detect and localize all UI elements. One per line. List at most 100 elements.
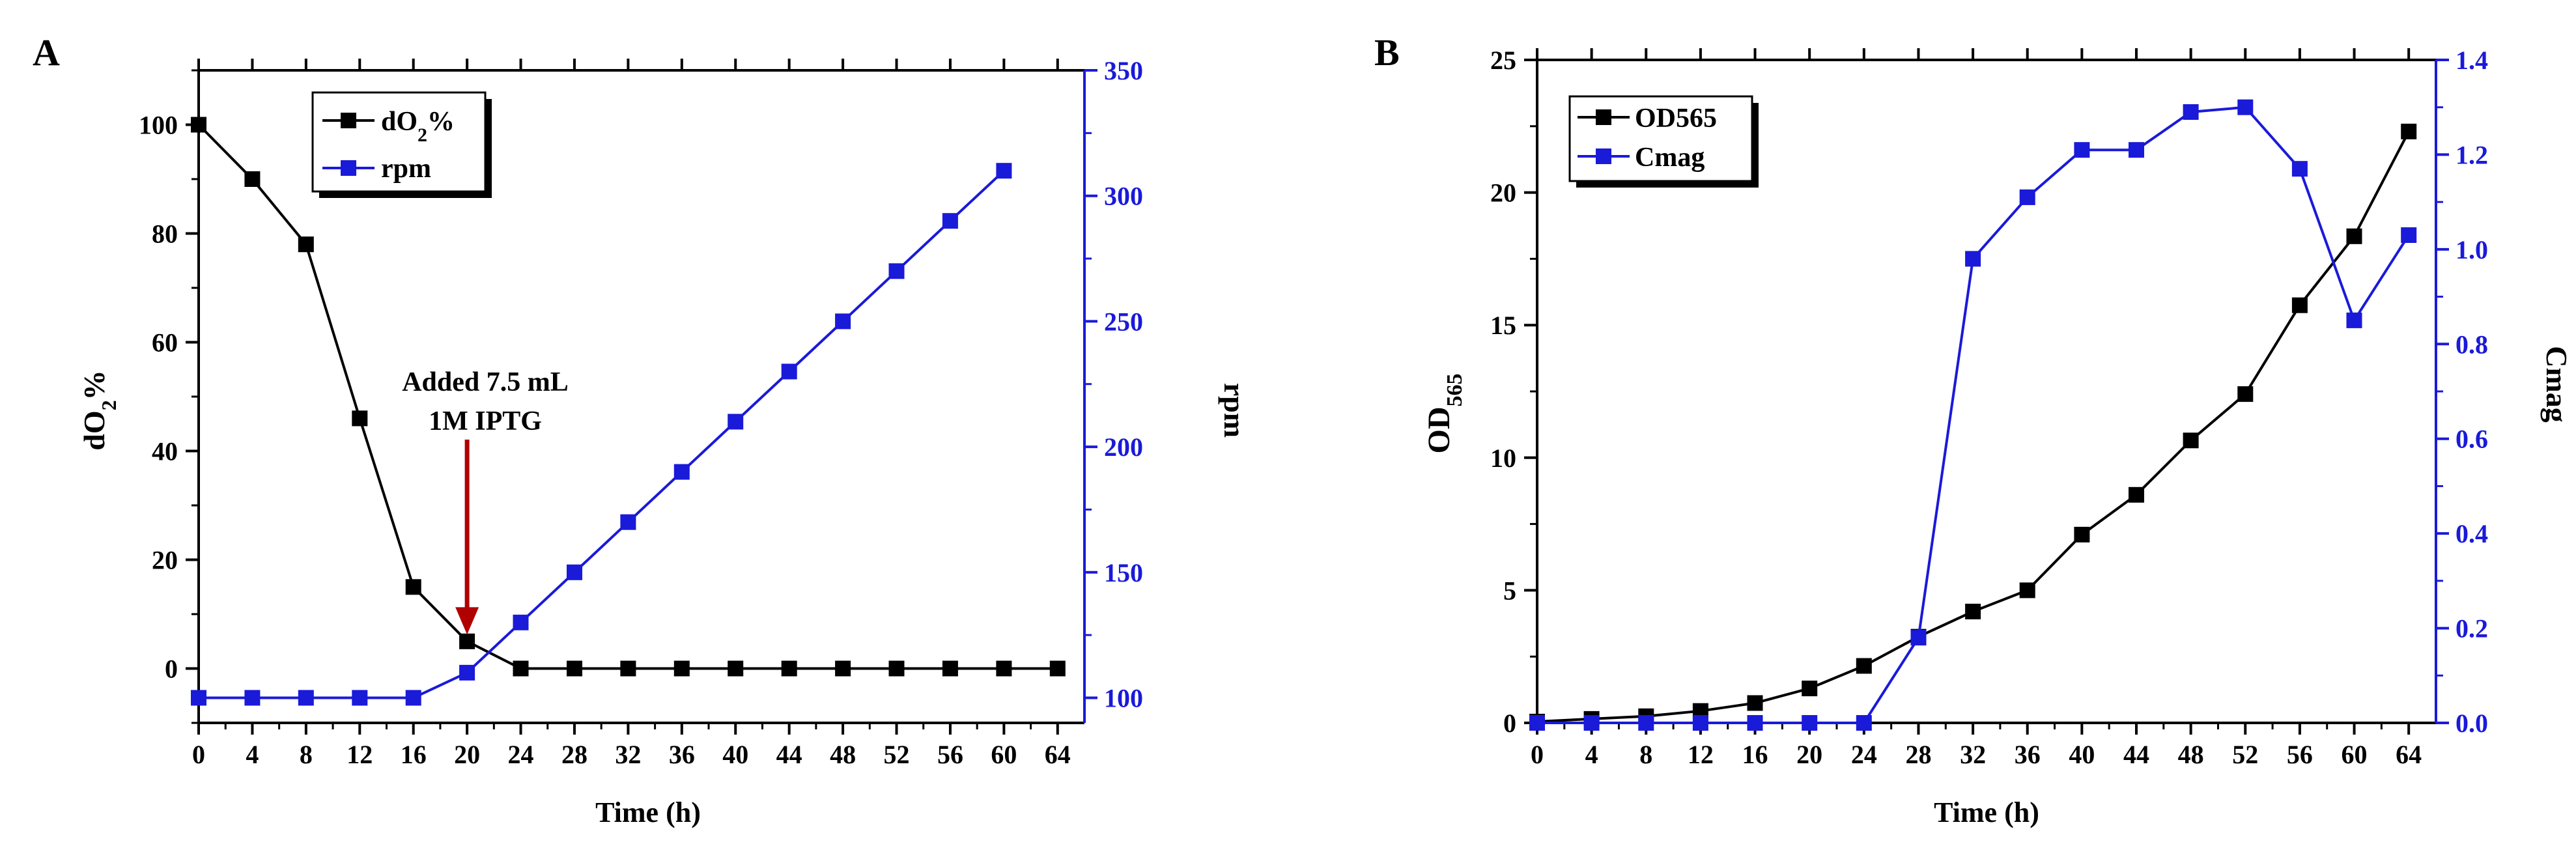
panel-a-y-left-tick-label: 0 <box>165 655 178 684</box>
panel-b-point-od565 <box>2291 297 2308 313</box>
panel-a-point-rpm <box>459 664 475 681</box>
panel-b-point-cmag <box>2401 227 2417 243</box>
panel-a-point-rpm <box>513 614 529 630</box>
panel-b-x-tick-label: 56 <box>2287 740 2313 769</box>
panel-a-legend-label-do2: dO2% <box>381 107 455 146</box>
panel-b-x-tick-label: 28 <box>1905 740 1931 769</box>
panel-a-x-tick-label: 20 <box>454 740 480 769</box>
panel-b-point-cmag <box>2074 142 2090 158</box>
panel-a-point-rpm <box>191 690 206 706</box>
panel-b-y-left-tick-label: 10 <box>1490 444 1516 473</box>
panel-a-y-right-tick-label: 200 <box>1104 432 1143 462</box>
panel-b-y-right-tick-label: 1.4 <box>2456 46 2488 75</box>
panel-b-point-od565 <box>1856 658 1872 674</box>
panel-a-y-right-tick-label: 350 <box>1104 56 1143 85</box>
panel-b-series-line-cmag <box>1537 106 2410 724</box>
panel-a-x-tick-label: 32 <box>615 740 641 769</box>
panel-b: B 0 4 8 12 16 20 24 28 32 36 40 44 48 52 56 60 640510152… <box>1374 31 2573 828</box>
panel-a-label: A <box>33 31 60 74</box>
panel-b-point-cmag <box>1747 715 1763 731</box>
panel-b-ylabel-main: OD <box>1422 407 1456 454</box>
panel-a-point-do2 <box>942 660 958 677</box>
panel-a-point-do2 <box>835 660 851 677</box>
panel-b-x-tick-label: 0 <box>1531 740 1544 769</box>
panel-b-xlabel: Time (h) <box>1934 796 2039 828</box>
panel-a-point-do2 <box>191 117 206 133</box>
panel-a-point-do2 <box>244 171 261 187</box>
panel-a-point-do2 <box>513 660 529 677</box>
panel-a-x-tick-label: 60 <box>991 740 1017 769</box>
panel-b-legend-label-cmag: Cmag <box>1635 143 1705 173</box>
panel-b-point-od565 <box>2183 432 2199 449</box>
panel-b-point-cmag <box>1910 630 1927 646</box>
panel-a-point-rpm <box>244 690 261 706</box>
panel-a-ylabel-main: dO <box>78 410 111 450</box>
panel-a-legend-marker-rpm <box>341 160 356 176</box>
panel-b-point-cmag <box>1692 715 1708 731</box>
panel-b-point-od565 <box>2019 582 2035 598</box>
panel-a-point-rpm <box>352 690 368 706</box>
panel-b-ylabel-sub: 565 <box>1443 374 1467 407</box>
panel-a-point-do2 <box>298 236 314 253</box>
panel-a-series-line-do2 <box>197 124 1058 670</box>
panel-a-x-tick-label: 28 <box>561 740 587 769</box>
panel-b-point-od565 <box>1747 695 1763 711</box>
panel-b-x-tick-label: 4 <box>1585 740 1598 769</box>
panel-a-arrow-head <box>455 607 479 635</box>
panel-a-x-tick-label: 24 <box>508 740 534 769</box>
panel-b-point-cmag <box>2237 99 2254 115</box>
panel-b-point-cmag <box>1583 715 1600 731</box>
panel-a-point-do2 <box>888 660 905 677</box>
panel-b-point-cmag <box>2183 104 2199 120</box>
panel-b-ylabel-right: Cmag <box>2540 346 2573 423</box>
panel-b-point-cmag <box>2129 142 2144 158</box>
panel-b-y-left-tick-label: 20 <box>1490 178 1516 208</box>
panel-a-plot <box>191 117 1066 706</box>
panel-b-series-line-od565 <box>1536 130 2410 723</box>
panel-a-y-left-tick-label: 20 <box>152 546 178 575</box>
panel-b-point-od565 <box>1965 604 1981 619</box>
panel-a-y-left-tick-label: 60 <box>152 328 178 358</box>
panel-b-legend: OD565 Cmag <box>1568 95 1759 188</box>
panel-a-point-do2 <box>459 633 475 649</box>
panel-a-ylabel-right: rpm <box>1218 383 1251 438</box>
panel-b-x-tick-label: 52 <box>2232 740 2258 769</box>
panel-b-y-right-tick-label: 0.8 <box>2456 330 2488 359</box>
panel-a-series-line-rpm <box>199 169 1005 699</box>
panel-a-point-rpm <box>728 414 744 430</box>
panel-a-point-do2 <box>405 579 421 595</box>
panel-b-point-cmag <box>2291 161 2308 177</box>
panel-b-x-tick-label: 20 <box>1796 740 1822 769</box>
panel-a-point-do2 <box>996 660 1012 677</box>
panel-a-x-tick-label: 44 <box>776 740 802 769</box>
panel-a-point-rpm <box>405 690 421 706</box>
panel-b-point-cmag <box>1529 715 1545 731</box>
panel-b-legend-label-od: OD565 <box>1635 104 1717 134</box>
panel-a-point-do2 <box>352 410 368 427</box>
panel-a-annotation-line1: Added 7.5 mL <box>402 367 569 397</box>
panel-b-x-tick-label: 64 <box>2396 740 2422 769</box>
panel-b-ylabel-left: OD565 <box>1422 374 1467 454</box>
panel-b-x-tick-label: 16 <box>1742 740 1768 769</box>
panel-a-x-tick-label: 48 <box>830 740 856 769</box>
panel-a-y-left-tick-label: 40 <box>152 437 178 466</box>
panel-b-point-od565 <box>1802 681 1818 697</box>
panel-a-point-rpm <box>996 163 1012 179</box>
panel-b-axes: 0 4 8 12 16 20 24 28 32 36 40 44 48 52 56 60 64051015202… <box>1490 46 2488 769</box>
panel-b-y-right-tick-label: 0.0 <box>2456 709 2488 738</box>
panel-b-point-od565 <box>2401 123 2417 139</box>
panel-a-x-tick-label: 0 <box>192 740 205 769</box>
panel-a-point-do2 <box>1049 660 1066 677</box>
panel-a-legend-do2-sub: 2 <box>418 124 427 146</box>
panel-b-y-right-tick-label: 0.2 <box>2456 614 2488 643</box>
panel-b-y-left-tick-label: 5 <box>1503 576 1516 605</box>
panel-a-legend-do2-main: dO <box>381 107 418 137</box>
panel-b-point-od565 <box>2237 386 2254 402</box>
panel-a-point-rpm <box>567 564 582 580</box>
panel-a-x-tick-label: 40 <box>722 740 748 769</box>
panel-a-y-right-tick-label: 300 <box>1104 182 1143 211</box>
panel-a-point-do2 <box>620 660 636 677</box>
panel-a-point-rpm <box>888 263 905 279</box>
panel-b-point-cmag <box>2346 312 2362 328</box>
panel-a-x-tick-label: 52 <box>884 740 910 769</box>
